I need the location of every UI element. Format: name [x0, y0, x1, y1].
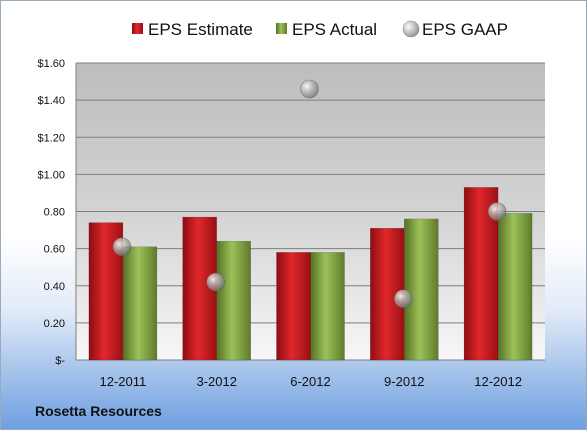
- y-tick-label: $-: [55, 355, 65, 367]
- legend-label: EPS Actual: [292, 20, 377, 39]
- gaap-point: [300, 79, 319, 99]
- y-tick-label: 0.40: [44, 281, 65, 293]
- legend-swatch: [402, 20, 420, 38]
- y-tick-label: 0.60: [44, 244, 65, 256]
- legend-swatch: [132, 23, 143, 34]
- actual-bar: [497, 213, 533, 361]
- company-name: Rosetta Resources: [35, 403, 162, 419]
- estimate-bar: [276, 252, 311, 361]
- x-category-label: 12-2011: [100, 374, 147, 389]
- x-category-label: 3-2012: [196, 374, 236, 389]
- gaap-point: [112, 237, 132, 257]
- actual-bar: [122, 246, 158, 361]
- y-tick-label: 0.80: [44, 207, 65, 219]
- y-tick-label: $1.60: [37, 58, 65, 70]
- legend-label: EPS GAAP: [422, 20, 508, 39]
- y-tick-label: $1.40: [37, 95, 65, 107]
- legend-swatch: [276, 23, 287, 34]
- y-tick-label: 0.20: [44, 318, 65, 330]
- gaap-point: [393, 289, 413, 309]
- x-category-label: 12-2012: [474, 374, 522, 389]
- actual-bar: [310, 252, 345, 361]
- y-tick-label: $1.20: [37, 132, 65, 144]
- actual-bar: [404, 218, 439, 361]
- gaap-point: [206, 272, 225, 292]
- x-category-label: 6-2012: [290, 374, 330, 389]
- legend-label: EPS Estimate: [148, 20, 253, 39]
- actual-bar: [216, 240, 251, 361]
- gaap-point: [487, 202, 507, 221]
- y-tick-label: $1.00: [37, 169, 65, 181]
- x-category-label: 9-2012: [384, 374, 424, 389]
